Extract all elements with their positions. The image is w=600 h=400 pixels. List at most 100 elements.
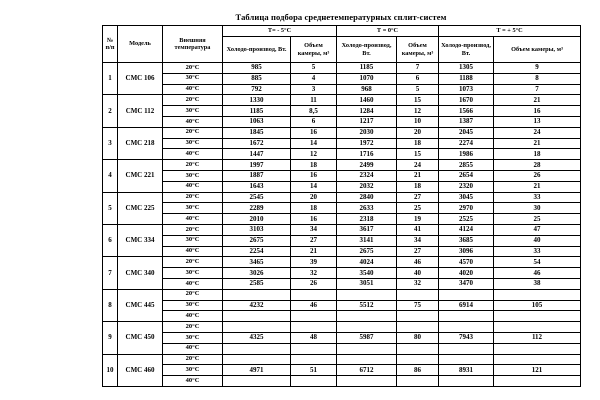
data-cell: 1845 <box>222 126 291 139</box>
data-cell <box>492 321 582 333</box>
page-title: Таблица подбора среднетемпературных спли… <box>235 12 447 22</box>
data-cell: 3470 <box>438 277 494 290</box>
data-cell: 41 <box>396 223 439 236</box>
ext-temp-value: 20°С <box>162 191 223 204</box>
ext-temp-value: 30°С <box>162 234 223 247</box>
table-row: 40°С 1447 12 1716 15 1986 18 <box>103 148 582 161</box>
data-cell: 2840 <box>336 191 397 204</box>
ext-temp-value: 30°С <box>162 267 223 279</box>
data-cell: 3103 <box>222 223 291 236</box>
data-cell <box>222 321 291 333</box>
data-cell: 40 <box>396 267 439 279</box>
data-cell <box>222 288 291 301</box>
data-cell <box>396 342 439 355</box>
data-cell: 3685 <box>438 234 494 247</box>
col-header-capacity-zero: Холодо-производ, Вт. <box>336 36 397 63</box>
table-row: 40°С 1643 14 2032 18 2320 21 <box>103 180 582 193</box>
data-cell: 80 <box>396 331 439 344</box>
header-row-units: Холодо-производ, Вт. Объем камеры, м³ Хо… <box>103 36 582 63</box>
data-cell: 2499 <box>336 159 397 171</box>
table-row: 30°С 1672 14 1972 18 2274 21 <box>103 137 582 150</box>
ext-temp-value: 40°С <box>162 342 223 355</box>
data-cell: 18 <box>290 159 337 171</box>
data-cell: 33 <box>492 191 582 204</box>
table-row: 30°С 3026 32 3540 40 4020 46 <box>103 267 582 279</box>
table-row: 30°С 1185 8,5 1284 12 1566 16 <box>103 105 582 117</box>
table-row: 6 СМС 334 20°С 3103 34 3617 41 4124 47 <box>102 223 582 258</box>
data-cell: 2633 <box>336 202 397 215</box>
data-cell: 5512 <box>336 299 397 312</box>
data-cell: 5 <box>396 83 439 96</box>
data-cell: 2324 <box>336 169 397 182</box>
ext-temp-value: 20°С <box>162 288 223 301</box>
data-cell: 25 <box>396 202 439 215</box>
data-cell: 792 <box>222 83 291 96</box>
data-cell: 48 <box>290 331 337 344</box>
data-cell: 1997 <box>222 159 291 171</box>
data-cell <box>438 321 494 333</box>
data-cell: 3051 <box>336 277 397 290</box>
data-cell: 4024 <box>336 256 397 269</box>
data-cell: 32 <box>290 267 337 279</box>
data-cell: 4020 <box>438 267 494 279</box>
data-cell: 51 <box>290 364 337 377</box>
data-cell: 24 <box>396 159 439 171</box>
data-cell: 1070 <box>336 72 397 85</box>
data-cell: 985 <box>222 62 291 74</box>
data-cell: 75 <box>396 299 439 312</box>
data-cell: 2970 <box>438 202 494 215</box>
table-row: 3 СМС 218 20°С 1845 16 2030 20 2045 24 <box>102 126 582 161</box>
table-row: 4 СМС 221 20°С 1997 18 2499 24 2855 28 <box>102 159 582 193</box>
table-container: Таблица подбора среднетемпературных спли… <box>102 12 582 387</box>
data-cell: 7 <box>492 83 582 96</box>
data-cell: 6914 <box>438 299 494 312</box>
data-cell <box>438 342 494 355</box>
data-cell: 2045 <box>438 126 494 139</box>
data-cell: 2675 <box>336 245 397 258</box>
model-name: СМС 340 <box>117 256 163 290</box>
data-cell: 2030 <box>336 126 397 139</box>
data-cell: 3026 <box>222 267 291 279</box>
model-name: СМС 334 <box>117 223 163 258</box>
data-cell: 6712 <box>336 364 397 377</box>
table-row: 30°С 2675 27 3141 34 3685 40 <box>103 234 582 247</box>
data-cell <box>222 353 291 366</box>
table-row: 5 СМС 225 20°С 2545 20 2840 27 3045 33 <box>102 191 582 225</box>
ext-temp-value: 30°С <box>162 202 223 215</box>
col-header-temp-zero: Т = 0°С <box>336 25 439 37</box>
table-row: 10 СМС 460 20°С <box>102 353 582 387</box>
ext-temp-value: 30°С <box>162 364 223 377</box>
data-cell: 7 <box>396 62 439 74</box>
data-cell <box>492 375 582 387</box>
ext-temp-value: 30°С <box>162 137 223 150</box>
data-cell <box>492 353 582 366</box>
ext-temp-value: 40°С <box>162 245 223 258</box>
table-row: 30°С 2289 18 2633 25 2970 30 <box>103 202 582 215</box>
data-cell <box>222 310 291 323</box>
model-name: СМС 112 <box>117 94 163 128</box>
data-cell <box>290 342 337 355</box>
data-cell: 2585 <box>222 277 291 290</box>
data-cell: 2525 <box>438 213 494 225</box>
data-cell: 16 <box>290 169 337 182</box>
data-cell: 4570 <box>438 256 494 269</box>
table-row: 40°С 2254 21 2675 27 3096 33 <box>103 245 582 258</box>
row-number: 9 <box>102 321 118 355</box>
data-cell: 24 <box>492 126 582 139</box>
ext-temp-value: 40°С <box>162 277 223 290</box>
data-cell <box>290 321 337 333</box>
split-systems-table: № п/п Модель Внешняя температура Т= - 5°… <box>102 25 582 387</box>
model-name: СМС 221 <box>117 159 163 193</box>
data-cell: 121 <box>492 364 582 377</box>
data-cell: 1305 <box>438 62 494 74</box>
data-cell: 4971 <box>222 364 291 377</box>
table-row: 8 СМС 445 20°С <box>102 288 582 323</box>
data-cell: 16 <box>492 105 582 117</box>
data-cell: 27 <box>396 245 439 258</box>
table-row: 40°С <box>103 342 582 355</box>
data-cell: 3540 <box>336 267 397 279</box>
row-number: 7 <box>102 256 118 290</box>
data-cell: 21 <box>492 180 582 193</box>
data-cell: 3617 <box>336 223 397 236</box>
ext-temp-value: 20°С <box>162 159 223 171</box>
